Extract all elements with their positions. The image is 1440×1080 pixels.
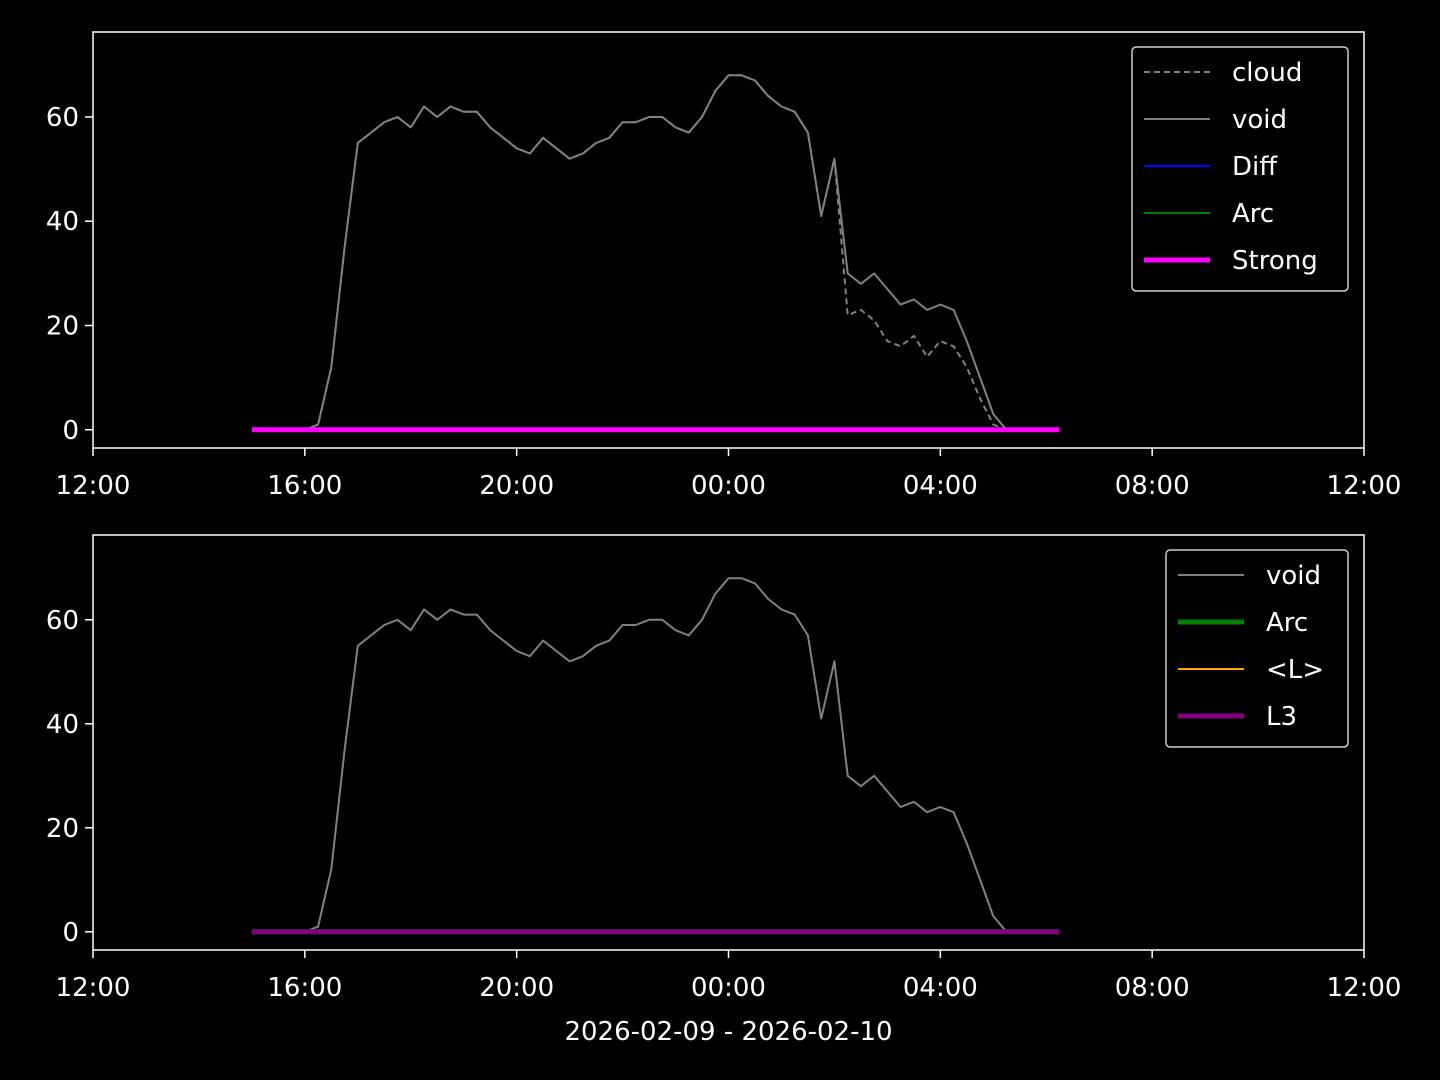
x-tick-label: 00:00 xyxy=(691,471,766,501)
y-tick-label: 20 xyxy=(46,311,79,341)
x-tick-label: 12:00 xyxy=(1327,471,1402,501)
legend-label: Arc xyxy=(1232,199,1274,229)
subplot: 0 20 40 60 12:00 16:00 20:00 00:00 04:00 08:00 12:… xyxy=(46,31,1402,501)
legend-box xyxy=(1165,549,1349,748)
y-tick-label: 40 xyxy=(46,207,79,237)
legend: void Arc <L> L3 xyxy=(1165,549,1349,748)
subplot: 0 20 40 60 12:00 16:00 20:00 00:00 04:00 08:00 12:… xyxy=(46,534,1402,1047)
x-tick-label: 20:00 xyxy=(479,973,554,1003)
y-tick-label: 60 xyxy=(46,606,79,636)
x-tick-label: 12:00 xyxy=(1327,973,1402,1003)
legend-label: Arc xyxy=(1266,608,1308,638)
axes-frame xyxy=(92,31,1365,449)
series-line xyxy=(251,74,1060,431)
legend-label: <L> xyxy=(1266,655,1324,685)
series-line xyxy=(251,74,1060,431)
y-tick-label: 40 xyxy=(46,710,79,740)
x-tick-label: 04:00 xyxy=(903,471,978,501)
x-tick-label: 04:00 xyxy=(903,973,978,1003)
x-axis-label: 2026-02-09 - 2026-02-10 xyxy=(564,1017,892,1047)
legend-box xyxy=(1131,46,1349,292)
x-tick-label: 20:00 xyxy=(479,471,554,501)
x-tick-label: 08:00 xyxy=(1115,973,1190,1003)
legend-label: Strong xyxy=(1232,246,1318,276)
x-tick-label: 00:00 xyxy=(691,973,766,1003)
legend-label: L3 xyxy=(1266,702,1297,732)
y-tick-label: 0 xyxy=(62,918,79,948)
x-tick-label: 12:00 xyxy=(56,973,131,1003)
y-tick-label: 20 xyxy=(46,814,79,844)
x-tick-label: 08:00 xyxy=(1115,471,1190,501)
legend-label: void xyxy=(1266,561,1321,591)
legend-label: void xyxy=(1232,105,1287,135)
legend-label: Diff xyxy=(1232,152,1278,182)
y-tick-label: 0 xyxy=(62,416,79,446)
x-tick-label: 12:00 xyxy=(56,471,131,501)
x-tick-label: 16:00 xyxy=(267,471,342,501)
legend: cloud void Diff Arc Strong xyxy=(1131,46,1349,292)
x-tick-label: 16:00 xyxy=(267,973,342,1003)
axes-frame xyxy=(92,534,1365,951)
series-line xyxy=(251,577,1060,933)
legend-label: cloud xyxy=(1232,58,1302,88)
y-tick-label: 60 xyxy=(46,103,79,133)
